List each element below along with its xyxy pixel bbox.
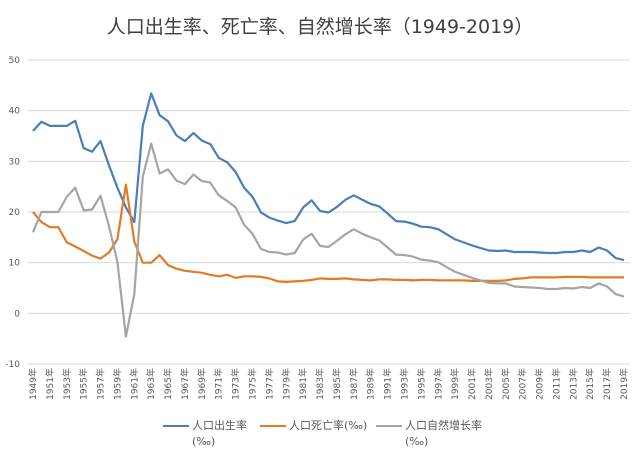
legend-unit-natural-growth-rate: (‰): [405, 435, 429, 448]
y-tick-label: 40: [9, 107, 21, 117]
x-tick-label: 1955年: [78, 368, 90, 400]
legend-swatch-natural-growth-rate: [376, 425, 402, 427]
legend-item-natural-growth-rate: 人口自然增长率 (‰): [376, 418, 482, 450]
x-tick-label: 1985年: [331, 368, 343, 400]
x-tick-label: 1999年: [449, 368, 461, 400]
x-tick-label: 2019年: [618, 368, 630, 400]
series-line-0: [32, 92, 625, 262]
x-tick-label: 1959年: [111, 368, 123, 400]
legend-unit-birth-rate: (‰): [192, 435, 216, 448]
x-tick-label: 1961年: [128, 368, 140, 400]
y-tick-label: -10: [5, 360, 20, 370]
x-tick-label: 1953年: [61, 368, 73, 400]
legend-item-death-rate: 人口死亡率(‰): [260, 418, 367, 434]
x-tick-label: 1981年: [297, 368, 309, 400]
x-tick-label: 2003年: [483, 368, 495, 400]
x-tick-label: 2017年: [601, 368, 613, 400]
x-tick-label: 1969年: [196, 368, 208, 400]
x-tick-label: 2013年: [567, 368, 579, 400]
x-tick-label: 1951年: [44, 368, 56, 400]
chart-title: 人口出生率、死亡率、自然增长率（1949-2019）: [106, 16, 534, 38]
x-tick-label: 1965年: [162, 368, 174, 400]
x-tick-label: 1993年: [398, 368, 410, 400]
x-tick-label: 1957年: [95, 368, 107, 400]
x-tick-label: 1987年: [348, 368, 360, 400]
x-tick-label: 1991年: [382, 368, 394, 400]
y-tick-label: 20: [9, 208, 21, 218]
legend-label-birth-rate: 人口出生率: [192, 419, 247, 432]
x-tick-label: 1995年: [415, 368, 427, 400]
x-tick-label: 2011年: [550, 368, 562, 400]
x-tick-label: 1975年: [247, 368, 259, 400]
y-tick-label: 10: [9, 259, 21, 269]
x-tick-label: 2007年: [517, 368, 529, 400]
x-tick-label: 1967年: [179, 368, 191, 400]
x-tick-label: 1997年: [432, 368, 444, 400]
x-tick-label: 1989年: [365, 368, 377, 400]
legend-swatch-birth-rate: [163, 425, 189, 427]
legend-label-natural-growth-rate: 人口自然增长率: [405, 419, 482, 432]
x-tick-label: 2001年: [466, 368, 478, 400]
x-tick-label: 1983年: [314, 368, 326, 400]
series-line-2: [31, 142, 625, 338]
x-tick-label: 1973年: [230, 368, 242, 400]
x-tick-label: 2015年: [584, 368, 596, 400]
legend-item-birth-rate: 人口出生率 (‰): [163, 418, 247, 450]
x-tick-label: 1979年: [280, 368, 292, 400]
y-tick-label: 30: [9, 157, 21, 167]
x-tick-label: 1949年: [27, 368, 39, 400]
legend-swatch-death-rate: [260, 425, 286, 427]
x-tick-label: 1963年: [145, 368, 157, 400]
x-tick-label: 1971年: [213, 368, 225, 400]
x-tick-label: 2009年: [534, 368, 546, 400]
legend-label-death-rate: 人口死亡率(‰): [289, 419, 368, 432]
y-tick-label: 0: [14, 309, 20, 319]
x-tick-label: 1977年: [263, 368, 275, 400]
y-tick-label: 50: [9, 56, 21, 66]
x-tick-label: 2005年: [500, 368, 512, 400]
